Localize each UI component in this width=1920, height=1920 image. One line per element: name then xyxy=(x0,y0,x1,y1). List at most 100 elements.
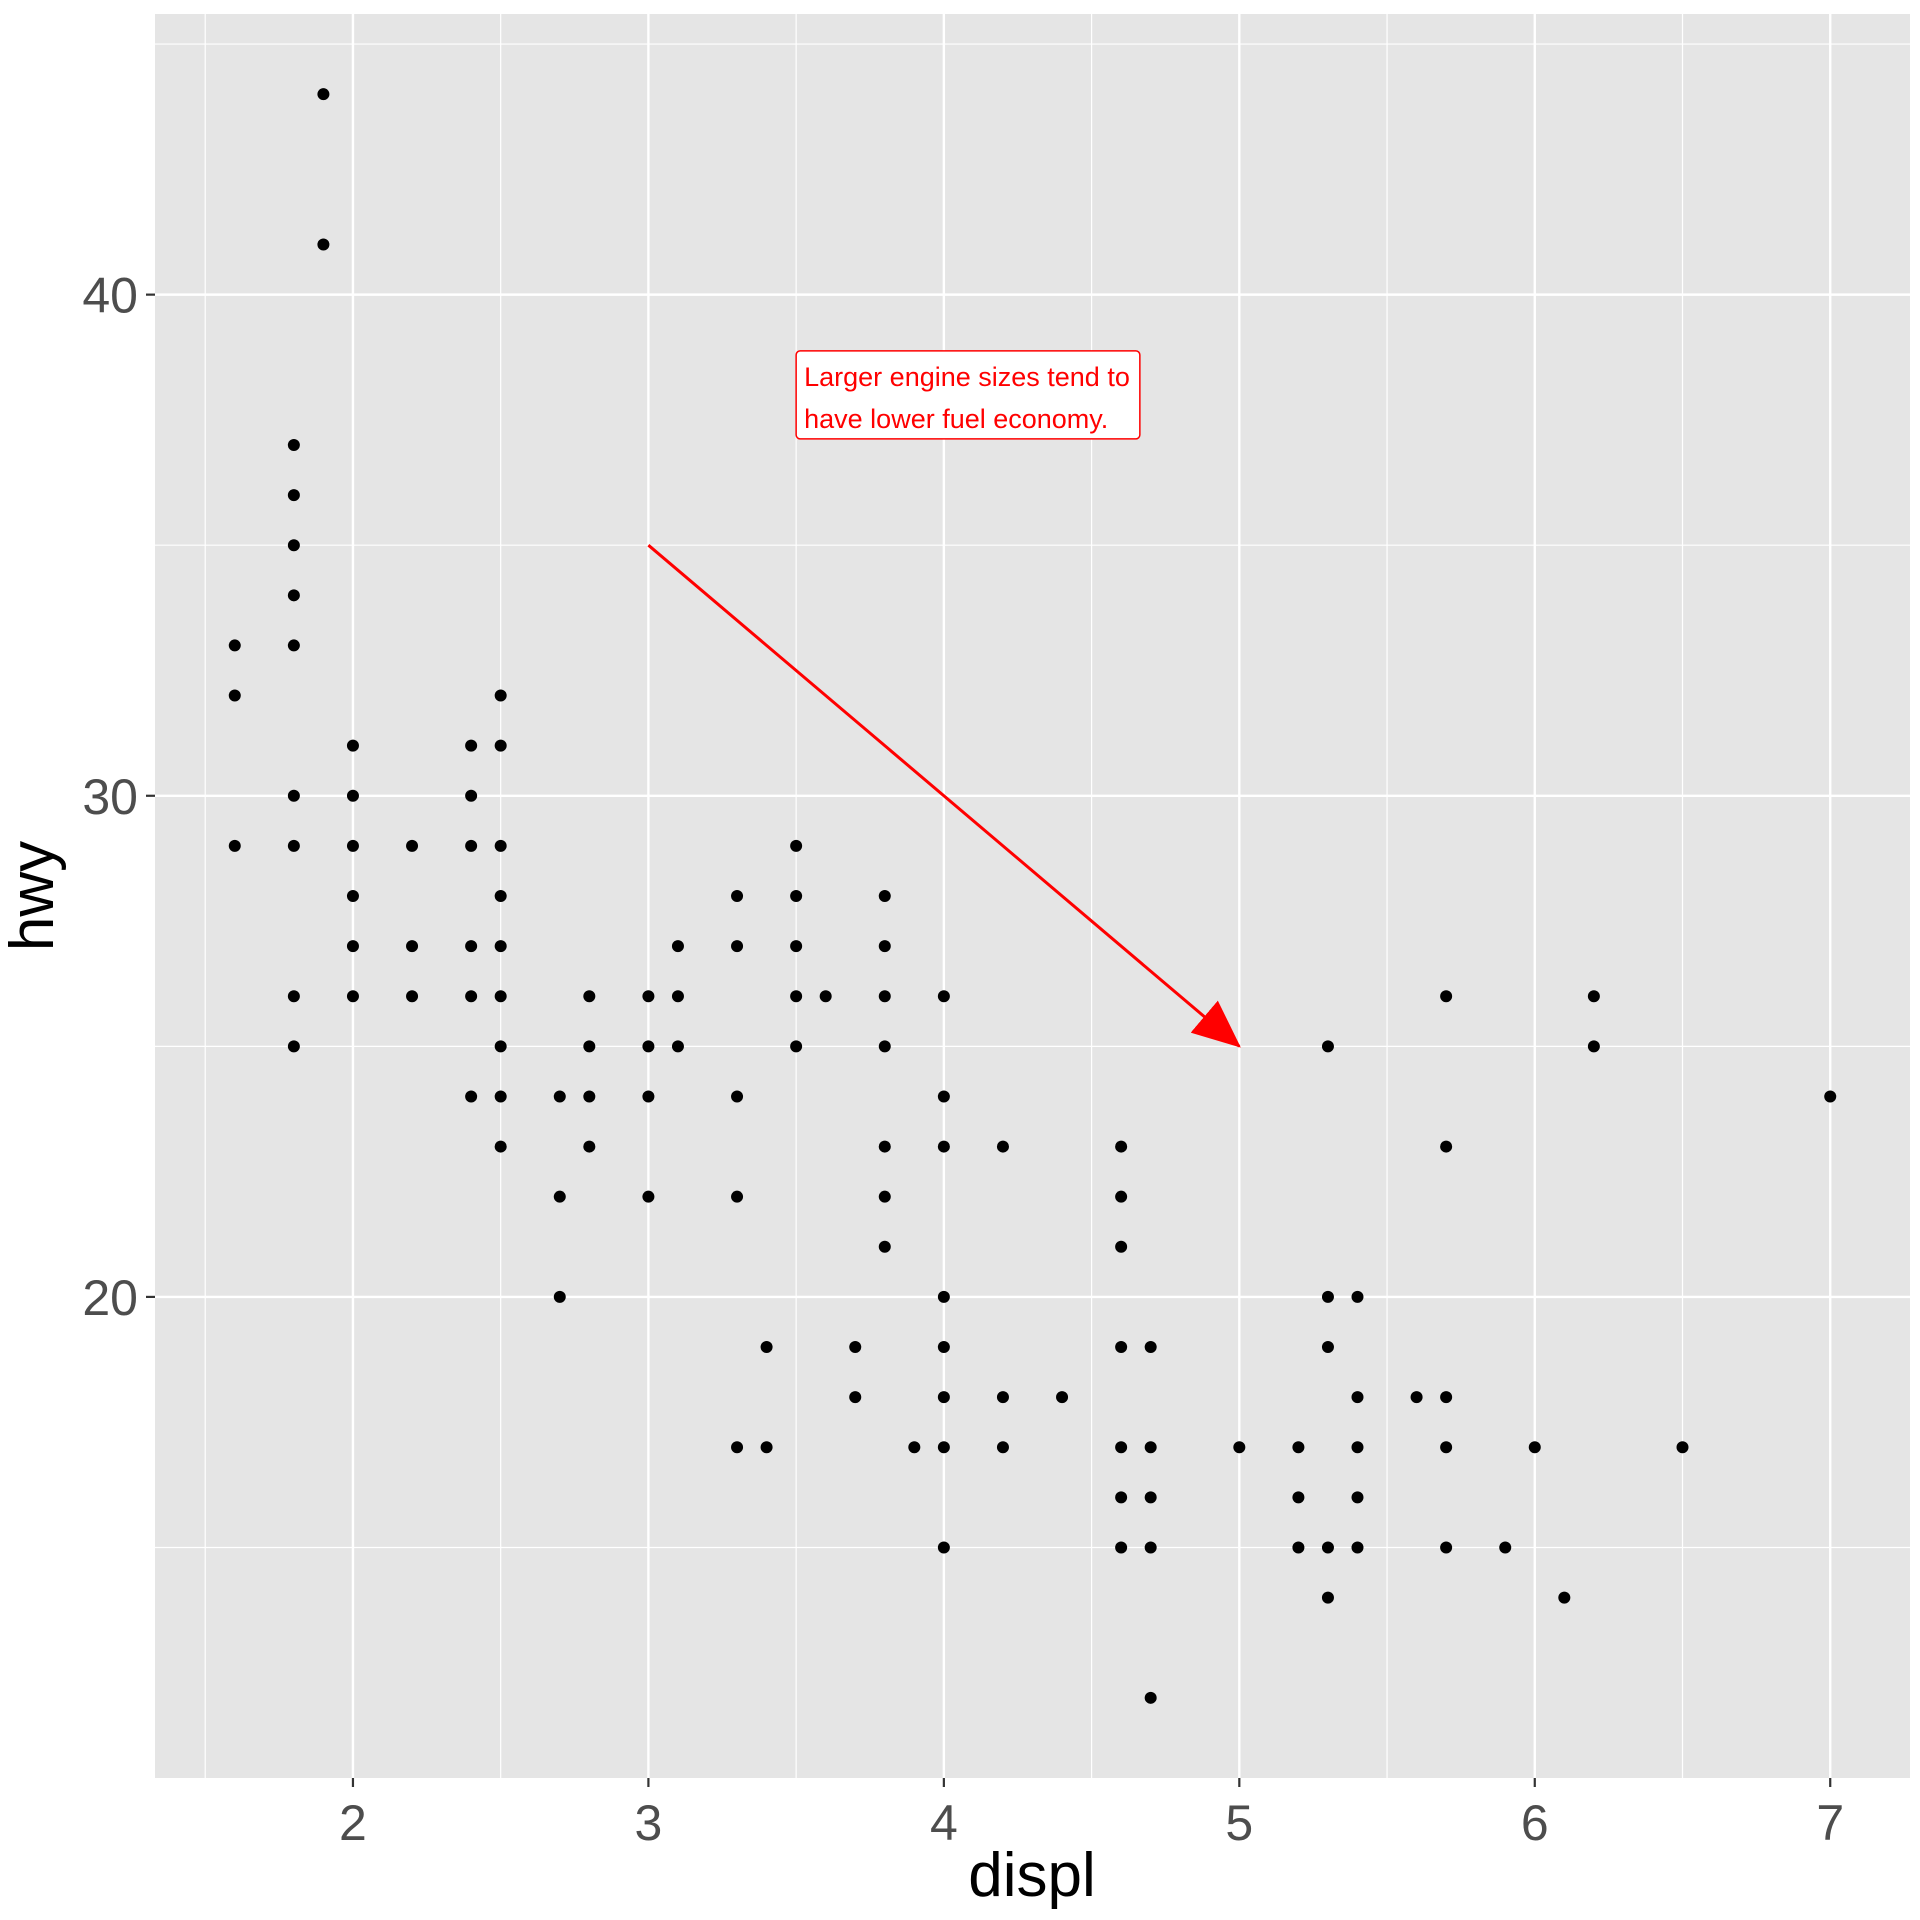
data-point xyxy=(1440,1441,1453,1454)
data-point xyxy=(583,990,596,1003)
data-point xyxy=(346,940,359,953)
data-point xyxy=(1321,1040,1334,1053)
x-tick-label: 2 xyxy=(339,1795,367,1851)
data-point xyxy=(287,539,300,552)
data-point xyxy=(790,990,803,1003)
data-point xyxy=(1587,1040,1600,1053)
data-point xyxy=(465,1090,478,1103)
data-point xyxy=(583,1140,596,1153)
data-point xyxy=(465,789,478,802)
data-point xyxy=(494,990,507,1003)
data-point xyxy=(553,1290,566,1303)
data-point xyxy=(346,839,359,852)
data-point xyxy=(878,940,891,953)
y-tick-label: 30 xyxy=(82,769,138,825)
data-point xyxy=(287,639,300,652)
data-points xyxy=(228,88,1837,1704)
data-point xyxy=(642,990,655,1003)
y-tick-label: 20 xyxy=(82,1270,138,1326)
data-point xyxy=(583,1040,596,1053)
data-point xyxy=(406,839,419,852)
data-point xyxy=(642,1190,655,1203)
x-tick-labels: 2 3 4 5 6 7 xyxy=(339,1795,1844,1851)
x-axis-title: displ xyxy=(968,1841,1096,1910)
data-point xyxy=(228,689,241,702)
data-point xyxy=(790,839,803,852)
data-point xyxy=(878,990,891,1003)
data-point xyxy=(317,238,330,251)
data-point xyxy=(228,639,241,652)
data-point xyxy=(228,839,241,852)
data-point xyxy=(996,1391,1009,1404)
data-point xyxy=(671,990,684,1003)
data-point xyxy=(731,1090,744,1103)
data-point xyxy=(1351,1290,1364,1303)
data-point xyxy=(849,1391,862,1404)
data-point xyxy=(671,1040,684,1053)
data-point xyxy=(406,990,419,1003)
x-tick-label: 3 xyxy=(635,1795,663,1851)
data-point xyxy=(287,438,300,451)
data-point xyxy=(1144,1691,1157,1704)
data-point xyxy=(287,839,300,852)
x-tick-label: 6 xyxy=(1521,1795,1549,1851)
data-point xyxy=(937,1391,950,1404)
data-point xyxy=(287,489,300,502)
data-point xyxy=(1410,1391,1423,1404)
annotation-box xyxy=(795,350,1141,440)
data-point xyxy=(1321,1341,1334,1354)
data-point xyxy=(1056,1391,1069,1404)
data-point xyxy=(937,1290,950,1303)
data-point xyxy=(287,1040,300,1053)
data-point xyxy=(583,1090,596,1103)
data-point xyxy=(1115,1190,1128,1203)
data-point xyxy=(937,1541,950,1554)
data-point xyxy=(731,890,744,902)
data-point xyxy=(908,1441,921,1454)
data-point xyxy=(790,1040,803,1053)
data-point xyxy=(1351,1441,1364,1454)
data-point xyxy=(1351,1391,1364,1404)
data-point xyxy=(1292,1441,1305,1454)
data-point xyxy=(731,940,744,953)
data-point xyxy=(642,1090,655,1103)
data-point xyxy=(1499,1541,1512,1554)
data-point xyxy=(878,1190,891,1203)
data-point xyxy=(1440,1391,1453,1404)
data-point xyxy=(760,1441,773,1454)
data-point xyxy=(790,940,803,953)
data-point xyxy=(465,940,478,953)
data-point xyxy=(1558,1591,1571,1604)
data-point xyxy=(1440,990,1453,1003)
data-point xyxy=(553,1190,566,1203)
data-point xyxy=(346,990,359,1003)
data-point xyxy=(1351,1541,1364,1554)
data-point xyxy=(494,1040,507,1053)
data-point xyxy=(937,1441,950,1454)
data-point xyxy=(1144,1441,1157,1454)
y-tick-label: 40 xyxy=(82,268,138,324)
data-point xyxy=(937,1341,950,1354)
data-point xyxy=(1321,1591,1334,1604)
annotation-arrow xyxy=(647,544,1241,1048)
data-point xyxy=(465,839,478,852)
data-point xyxy=(1115,1240,1128,1253)
data-point xyxy=(494,1090,507,1103)
data-point xyxy=(465,990,478,1003)
data-point xyxy=(671,940,684,953)
data-point xyxy=(878,890,891,902)
x-tick-label: 4 xyxy=(930,1795,958,1851)
data-point xyxy=(494,890,507,902)
axis-ticks xyxy=(146,293,1832,1787)
annotation-line-2: have lower fuel economy. xyxy=(804,404,1108,434)
data-point xyxy=(642,1040,655,1053)
data-point xyxy=(465,739,478,752)
x-tick-label: 7 xyxy=(1816,1795,1844,1851)
data-point xyxy=(1144,1541,1157,1554)
data-point xyxy=(287,589,300,602)
data-point xyxy=(937,990,950,1003)
data-point xyxy=(346,789,359,802)
data-point xyxy=(1144,1491,1157,1504)
data-point xyxy=(878,1040,891,1053)
